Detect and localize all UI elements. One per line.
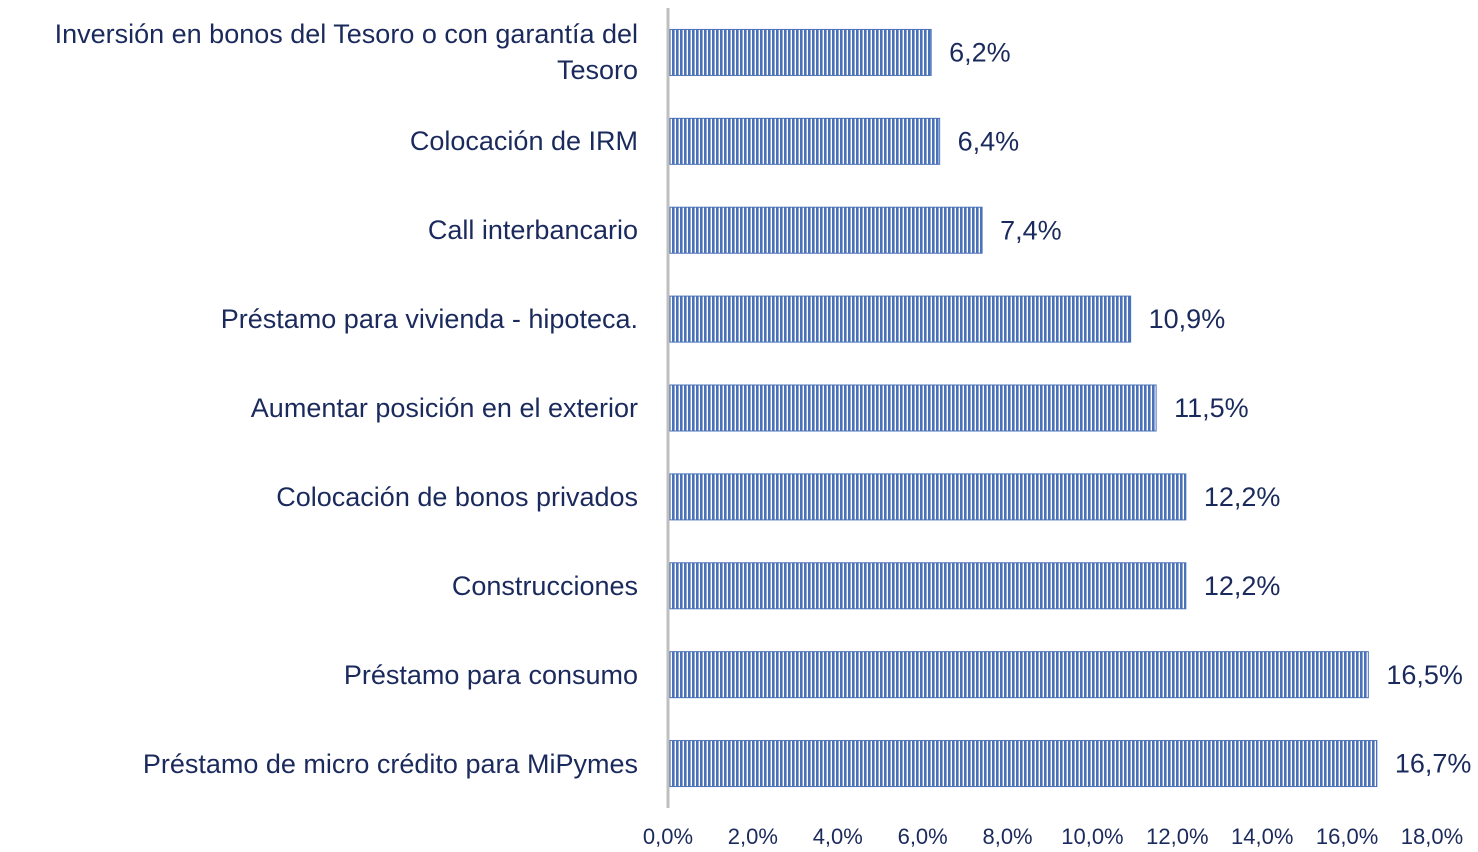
value-label: 12,2%: [1204, 482, 1281, 512]
bar: [667, 206, 983, 254]
category-label: Aumentar posición en el exterior: [250, 393, 638, 423]
bar: [667, 473, 1187, 521]
value-label: 6,4%: [958, 126, 1020, 156]
x-tick-label: 14,0%: [1231, 824, 1293, 849]
category-label: Colocación de bonos privados: [276, 481, 638, 512]
value-label: 16,5%: [1386, 660, 1463, 690]
x-tick-label: 0,0%: [643, 824, 693, 849]
x-tick-label: 8,0%: [982, 824, 1032, 849]
x-tick-label: 4,0%: [813, 824, 863, 849]
bar: [667, 562, 1187, 610]
bar: [667, 384, 1157, 432]
x-tick-label: 18,0%: [1401, 824, 1463, 849]
bar: [667, 651, 1369, 699]
value-label: 10,9%: [1149, 304, 1226, 334]
category-label: Préstamo para vivienda - hipoteca.: [220, 304, 638, 335]
category-label: Construcciones: [451, 570, 638, 601]
x-tick-label: 2,0%: [728, 824, 778, 849]
value-label: 11,5%: [1174, 393, 1249, 423]
x-tick-label: 12,0%: [1146, 824, 1208, 849]
x-tick-label: 6,0%: [898, 824, 948, 849]
category-label: Colocación de IRM: [409, 126, 638, 157]
value-label: 6,2%: [949, 38, 1011, 68]
x-tick-label: 10,0%: [1061, 824, 1123, 849]
category-label: Inversión en bonos del Tesoro o con gara…: [54, 19, 638, 86]
value-label: 16,7%: [1395, 749, 1472, 779]
bar: [667, 740, 1378, 788]
value-label: 7,4%: [1000, 215, 1062, 245]
bar: [667, 28, 932, 76]
bar: [667, 295, 1132, 343]
category-label: Préstamo para consumo: [343, 659, 638, 690]
value-label: 12,2%: [1204, 571, 1281, 601]
x-tick-label: 16,0%: [1316, 824, 1378, 849]
category-label: Préstamo de micro crédito para MiPymes: [142, 748, 638, 779]
category-label: Call interbancario: [427, 215, 638, 246]
bar: [667, 117, 941, 165]
